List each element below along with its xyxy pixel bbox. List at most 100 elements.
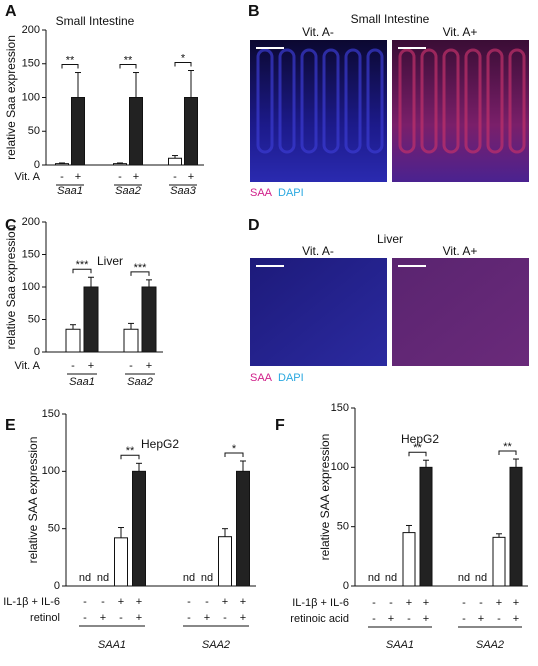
row-label: retinol	[30, 612, 60, 624]
condition-sign: +	[100, 612, 106, 624]
x-tick-label: SAA2	[476, 639, 504, 651]
bar	[129, 97, 143, 166]
y-tick-label: 100	[331, 461, 349, 473]
significance-bracket	[174, 62, 192, 67]
condition-sign: -	[497, 613, 501, 625]
value-label: nd	[183, 572, 195, 584]
condition-sign: +	[406, 597, 412, 609]
y-tick-label: 200	[22, 24, 40, 36]
condition-sign: -	[372, 613, 376, 625]
subpanel-title: Vit. A+	[443, 25, 478, 39]
x-tick-label: Saa2	[127, 376, 153, 388]
value-label: nd	[385, 572, 397, 584]
significance-label: **	[126, 445, 135, 457]
condition-sign: +	[388, 613, 394, 625]
panel-letter: D	[248, 217, 260, 234]
bar	[509, 466, 523, 587]
condition-sign: +	[133, 171, 139, 183]
x-tick-label: Saa1	[69, 376, 95, 388]
x-tick-label: SAA2	[202, 639, 230, 651]
row-label: IL-1β + IL-6	[292, 597, 349, 609]
y-tick-label: 0	[54, 580, 60, 592]
significance-bracket	[120, 454, 140, 460]
condition-sign: -	[462, 613, 466, 625]
chart-title: HepG2	[141, 437, 179, 451]
bar	[55, 163, 69, 166]
villus	[508, 48, 526, 154]
bar	[65, 328, 81, 353]
villus	[256, 48, 274, 154]
significance-bracket	[498, 450, 517, 456]
villus	[344, 48, 362, 154]
y-tick-label: 100	[42, 465, 60, 477]
x-tick-label: SAA1	[386, 639, 414, 651]
y-tick-label: 50	[48, 523, 60, 535]
row-label: Vit. A	[15, 171, 41, 183]
y-axis-label: relative Saa expression	[4, 225, 18, 350]
condition-sign: +	[188, 171, 194, 183]
condition-sign: -	[118, 171, 122, 183]
y-tick-label: 50	[337, 521, 349, 533]
significance-label: **	[124, 54, 133, 66]
villus	[300, 48, 318, 154]
chart-title: Small Intestine	[56, 14, 135, 28]
y-tick-label: 150	[22, 58, 40, 70]
condition-sign: -	[223, 612, 227, 624]
significance-bracket	[61, 64, 79, 69]
bar	[132, 470, 146, 587]
value-label: nd	[368, 572, 380, 584]
y-tick-label: 100	[22, 281, 40, 293]
panel-letter: B	[248, 3, 260, 20]
villus	[486, 48, 504, 154]
micrograph	[250, 258, 387, 366]
condition-sign: +	[136, 612, 142, 624]
significance-label: ***	[134, 262, 148, 274]
bar	[236, 470, 250, 587]
panel-letter: F	[275, 417, 285, 434]
bar	[113, 163, 127, 166]
y-tick-label: 0	[34, 346, 40, 358]
condition-sign: +	[88, 360, 94, 372]
y-axis-label: relative SAA expression	[318, 434, 332, 561]
villus	[442, 48, 460, 154]
bar	[402, 532, 416, 587]
bar	[218, 536, 232, 587]
condition-sign: -	[60, 171, 64, 183]
y-axis-label: relative SAA expression	[26, 437, 40, 564]
condition-sign: +	[222, 596, 228, 608]
subpanel-title: Vit. A-	[302, 25, 334, 39]
condition-sign: -	[71, 360, 75, 372]
x-tick-label: Saa3	[170, 185, 197, 197]
subpanel-title: Vit. A-	[302, 244, 334, 258]
panel-letter: A	[5, 3, 17, 20]
condition-sign: +	[513, 613, 519, 625]
condition-sign: +	[136, 596, 142, 608]
bar	[168, 157, 182, 166]
bar	[71, 97, 85, 166]
condition-sign: +	[146, 360, 152, 372]
condition-sign: -	[407, 613, 411, 625]
bar	[141, 286, 157, 353]
legend-saa: SAA	[250, 187, 273, 199]
significance-bracket	[130, 271, 150, 276]
legend-saa: SAA	[250, 372, 273, 384]
y-tick-label: 50	[28, 125, 40, 137]
condition-sign: +	[204, 612, 210, 624]
y-tick-label: 50	[28, 313, 40, 325]
condition-sign: +	[240, 596, 246, 608]
bar	[184, 97, 198, 166]
row-label: Vit. A	[15, 360, 41, 372]
villus	[420, 48, 438, 154]
panel-letter: E	[5, 417, 16, 434]
significance-bracket	[224, 452, 244, 458]
chart-title: HepG2	[401, 432, 439, 446]
y-tick-label: 0	[34, 159, 40, 171]
significance-label: **	[413, 442, 422, 454]
y-tick-label: 100	[22, 91, 40, 103]
y-tick-label: 150	[331, 402, 349, 414]
significance-label: **	[66, 54, 75, 66]
legend-dapi: DAPI	[278, 187, 304, 199]
significance-label: **	[503, 441, 512, 453]
villus	[322, 48, 340, 154]
